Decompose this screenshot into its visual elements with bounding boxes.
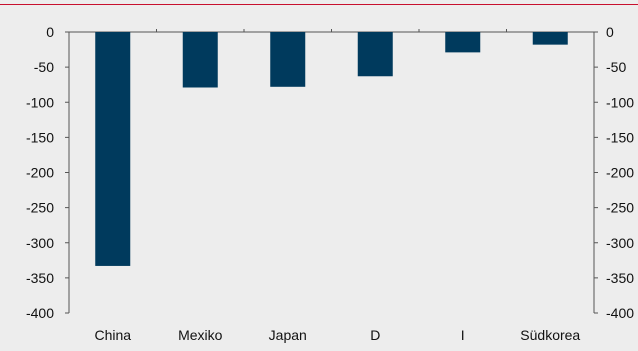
- right-tick-label: -200: [606, 165, 634, 181]
- left-tick-label: -150: [26, 129, 54, 145]
- bar-d: [357, 32, 393, 77]
- left-tick-label: -400: [26, 305, 54, 321]
- bar-china: [95, 32, 131, 266]
- category-label: Südkorea: [520, 327, 580, 343]
- x-axis-labels: China Mexiko Japan D I Südkorea: [94, 327, 580, 343]
- left-tick-label: -250: [26, 200, 54, 216]
- bar-japan: [270, 32, 306, 87]
- right-tick-label: -300: [606, 235, 634, 251]
- right-tick-label: -350: [606, 270, 634, 286]
- category-label: I: [461, 327, 465, 343]
- bar-series: [95, 32, 568, 266]
- right-tick-label: -400: [606, 305, 634, 321]
- left-tick-label: -100: [26, 94, 54, 110]
- right-tick-label: -150: [606, 129, 634, 145]
- category-label: Mexiko: [178, 327, 223, 343]
- category-label: China: [94, 327, 131, 343]
- right-tick-label: -250: [606, 200, 634, 216]
- right-tick-label: -100: [606, 94, 634, 110]
- left-y-axis: 0 -50 -100 -150 -200 -250 -300 -350 -400: [26, 24, 594, 321]
- left-tick-label: -300: [26, 235, 54, 251]
- category-label: D: [370, 327, 380, 343]
- cropped-title-fragment: [0, 0, 638, 6]
- bar-i: [445, 32, 481, 53]
- right-tick-label: 0: [606, 24, 614, 40]
- left-tick-label: -50: [34, 59, 54, 75]
- right-tick-label: -50: [606, 59, 626, 75]
- bar-südkorea: [532, 32, 568, 45]
- left-tick-label: -350: [26, 270, 54, 286]
- bar-mexiko: [182, 32, 218, 88]
- right-y-axis: 0 -50 -100 -150 -200 -250 -300 -350 -400: [593, 24, 634, 321]
- left-tick-label: 0: [46, 24, 54, 40]
- category-label: Japan: [269, 327, 307, 343]
- left-tick-label: -200: [26, 165, 54, 181]
